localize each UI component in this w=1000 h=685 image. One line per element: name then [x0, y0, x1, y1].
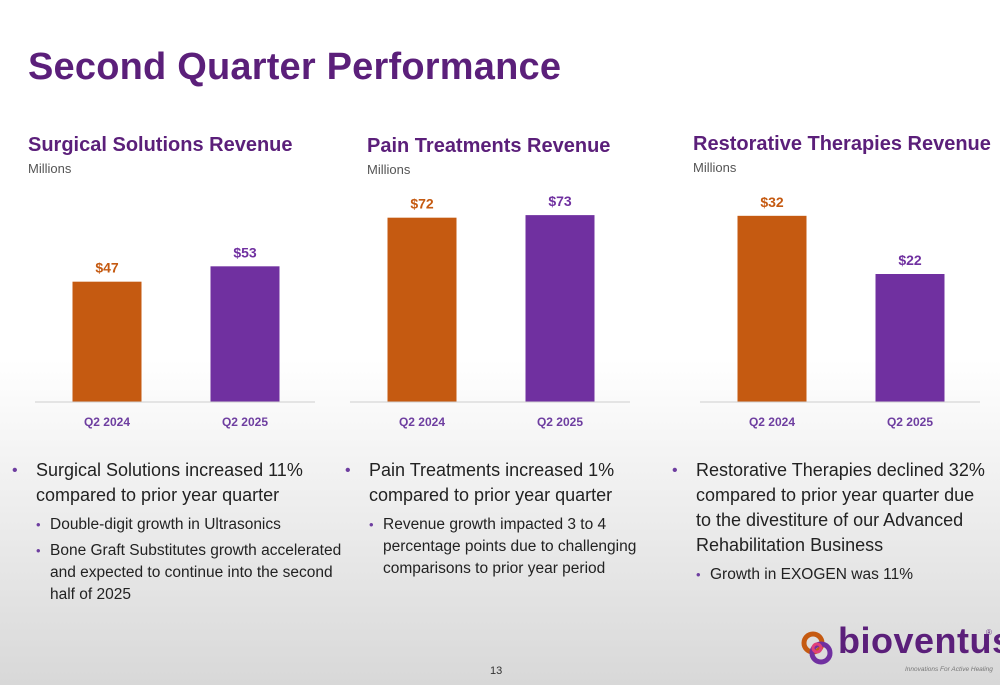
data-label: $32: [760, 194, 784, 210]
logo-mark-icon: [801, 631, 833, 665]
chart-title-pain: Pain Treatments Revenue: [367, 135, 611, 157]
bullet-sub: Growth in EXOGEN was 11%: [672, 564, 994, 586]
bullet-main: Surgical Solutions increased 11% compare…: [12, 458, 347, 508]
bullet-sub: Bone Graft Substitutes growth accelerate…: [12, 540, 347, 606]
data-label: $72: [410, 196, 434, 212]
logo-wordmark: bioventus: [838, 620, 1000, 661]
data-label: $47: [95, 260, 119, 276]
bar-q2-2024: [737, 215, 807, 402]
bullets-surgical: Surgical Solutions increased 11% compare…: [12, 458, 347, 610]
x-tick-label: Q2 2024: [749, 415, 795, 429]
chart-pain-treatments: $72 Q2 2024 $73 Q2 2025: [350, 193, 630, 429]
data-label: $73: [548, 193, 572, 209]
bullets-pain: Pain Treatments increased 1% compared to…: [345, 458, 645, 584]
chart-subtitle-pain: Millions: [367, 162, 411, 177]
bar-q2-2025: [525, 215, 595, 402]
logo-registered-mark: ®: [986, 628, 992, 637]
chart-surgical-solutions: $47 Q2 2024 $53 Q2 2025: [35, 244, 315, 429]
bioventus-logo: bioventus ® Innovations For Active Heali…: [800, 620, 1000, 677]
bullet-sub: Revenue growth impacted 3 to 4 percentag…: [345, 514, 645, 580]
bullet-main: Pain Treatments increased 1% compared to…: [345, 458, 645, 508]
slide-title: Second Quarter Performance: [28, 46, 562, 88]
chart-title-surgical: Surgical Solutions Revenue: [28, 134, 293, 156]
bar-q2-2025: [875, 274, 945, 402]
page-number: 13: [490, 665, 503, 677]
chart-subtitle-restorative: Millions: [693, 160, 737, 175]
bullet-main: Restorative Therapies declined 32% compa…: [672, 458, 994, 558]
x-tick-label: Q2 2024: [399, 415, 445, 429]
bar-q2-2024: [72, 281, 142, 402]
bar-q2-2025: [210, 266, 280, 402]
chart-title-restorative: Restorative Therapies Revenue: [693, 133, 991, 155]
chart-restorative-therapies: $32 Q2 2024 $22 Q2 2025: [700, 194, 980, 429]
bullet-sub: Double-digit growth in Ultrasonics: [12, 514, 347, 536]
data-label: $53: [233, 244, 257, 260]
x-tick-label: Q2 2025: [537, 415, 583, 429]
x-tick-label: Q2 2025: [222, 415, 268, 429]
logo-tagline: Innovations For Active Healing: [905, 666, 993, 673]
data-label: $22: [898, 252, 922, 268]
x-tick-label: Q2 2024: [84, 415, 130, 429]
bar-q2-2024: [387, 217, 457, 402]
chart-subtitle-surgical: Millions: [28, 161, 72, 176]
x-tick-label: Q2 2025: [887, 415, 933, 429]
bullets-restorative: Restorative Therapies declined 32% compa…: [672, 458, 994, 590]
